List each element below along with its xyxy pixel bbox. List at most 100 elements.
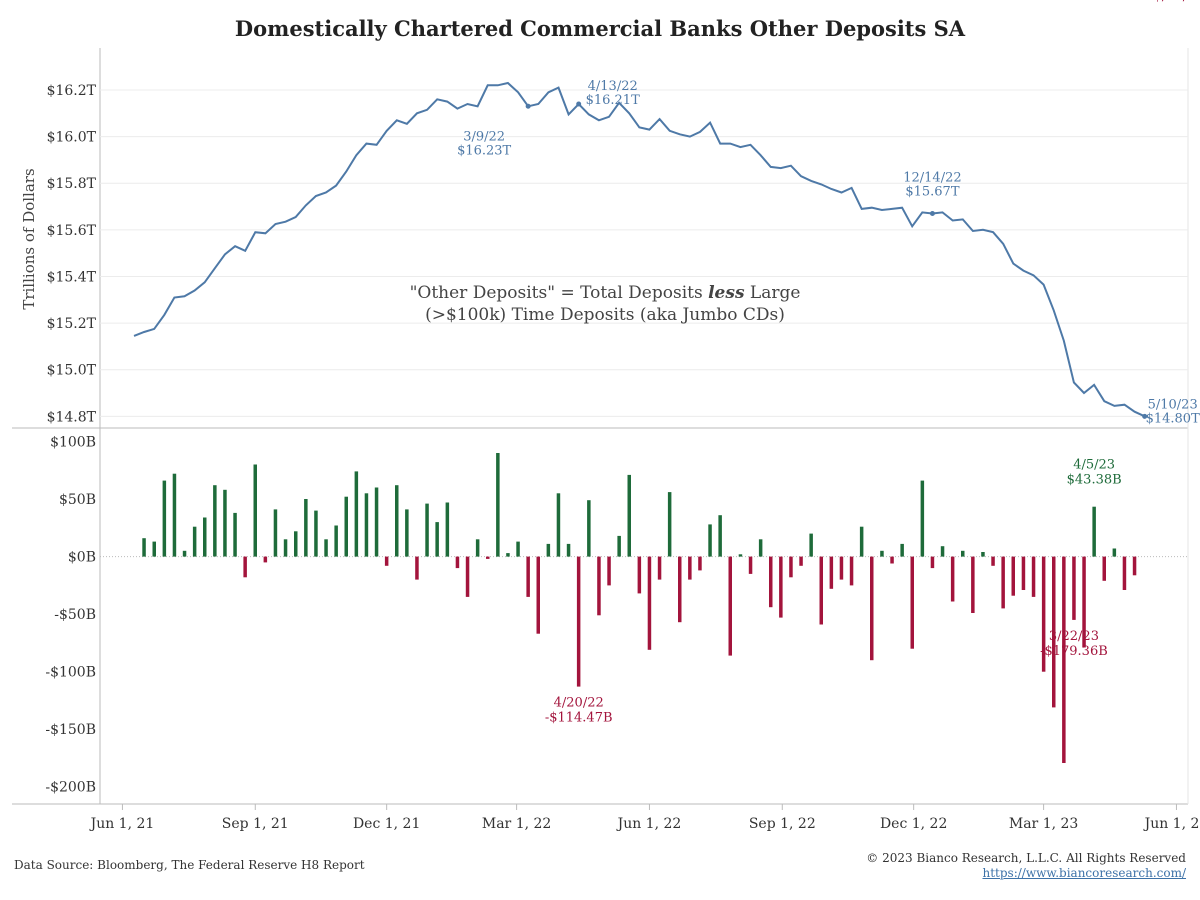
bottom-ytick-label: $50B <box>59 492 96 508</box>
change-bar <box>1132 556 1137 576</box>
bar-annotation-date: 4/20/22 <box>554 696 604 711</box>
change-bar <box>789 556 793 578</box>
line-annotation-value: $15.67T <box>905 185 959 200</box>
note-line1-em: less <box>708 283 745 303</box>
bar-annotation-date: 4/5/23 <box>1073 458 1115 473</box>
line-annotation-date: 3/9/22 <box>463 129 505 144</box>
change-bar <box>890 556 894 564</box>
change-bar <box>1102 556 1106 581</box>
change-bar <box>172 473 177 557</box>
change-bar <box>142 538 146 557</box>
note-line1-post: Large <box>744 283 801 303</box>
change-bar <box>344 496 348 557</box>
change-bar <box>314 510 318 557</box>
change-bar <box>273 509 278 557</box>
change-bar <box>203 517 207 557</box>
change-bar <box>961 550 965 557</box>
change-bar <box>384 556 389 566</box>
note-line2: (>$100k) Time Deposits (aka Jumbo CDs) <box>425 305 785 325</box>
bottom-ytick-label: $0B <box>68 550 96 566</box>
change-bar <box>900 543 904 557</box>
line-annotation-value: $14.80T <box>1146 411 1200 426</box>
change-bar <box>950 556 955 602</box>
change-bar <box>587 500 591 557</box>
change-bar <box>526 556 530 597</box>
change-bar <box>930 556 935 569</box>
change-bar <box>758 539 763 557</box>
bar-annotation-value: $43.38B <box>1067 473 1122 488</box>
line-annotation-date: 5/10/23 <box>1148 397 1198 412</box>
top-ytick-label: $15.6T <box>47 223 97 239</box>
change-bar <box>465 556 470 597</box>
change-bar <box>880 550 884 557</box>
change-bar <box>334 525 338 557</box>
chart-note: "Other Deposits" = Total Deposits less L… <box>405 282 805 326</box>
change-bar <box>829 556 834 589</box>
change-bar <box>294 531 298 557</box>
change-bar <box>627 474 631 557</box>
top-ytick-label: $14.8T <box>47 409 97 425</box>
top-ylabel: Trillions of Dollars <box>20 168 38 309</box>
change-bar <box>597 556 601 616</box>
change-bar <box>425 503 429 557</box>
change-bar <box>809 533 813 557</box>
change-bar <box>728 556 732 656</box>
x-tick-label: Dec 1, 22 <box>880 816 947 832</box>
change-bar <box>748 556 753 574</box>
change-bar <box>1092 506 1096 557</box>
change-bar <box>162 480 167 557</box>
change-bar <box>667 492 672 557</box>
change-bar <box>213 485 217 557</box>
website-link[interactable]: https://www.biancoresearch.com/ <box>982 866 1186 880</box>
line-annotation-value: $16.21T <box>586 93 640 108</box>
line-annotation-point <box>1142 413 1148 419</box>
change-bar <box>506 553 510 557</box>
change-bar <box>698 556 702 571</box>
change-bar <box>283 539 288 557</box>
change-bar <box>839 556 844 580</box>
change-bar <box>486 556 490 559</box>
change-bar <box>678 556 682 623</box>
change-bar <box>870 556 874 661</box>
copyright: © 2023 Bianco Research, L.L.C. All Right… <box>866 851 1186 865</box>
change-bar <box>991 556 995 566</box>
change-bar <box>475 539 480 557</box>
change-bar <box>637 556 642 594</box>
x-tick-label: Mar 1, 22 <box>482 816 551 832</box>
change-bar <box>415 556 419 580</box>
change-bar <box>718 515 722 557</box>
change-bar <box>556 493 561 557</box>
line-annotation-point <box>929 211 935 217</box>
change-bar <box>819 556 823 625</box>
bottom-ytick-label: -$150B <box>45 722 96 738</box>
line-annotation-date: 12/14/22 <box>903 171 961 186</box>
change-bar <box>1062 556 1066 763</box>
change-bar <box>364 493 369 557</box>
bottom-ytick-label: -$50B <box>54 607 96 623</box>
bar-annotation-date: 3/22/23 <box>1049 629 1099 644</box>
change-bar <box>1112 548 1117 557</box>
change-bar <box>920 480 925 557</box>
change-bar <box>981 552 985 557</box>
change-bar <box>607 556 611 586</box>
change-bar <box>496 453 500 557</box>
change-bar <box>617 535 621 557</box>
change-bar <box>1072 556 1076 620</box>
change-bar <box>374 487 379 557</box>
change-bar <box>435 522 439 557</box>
deposits-line <box>133 81 1146 418</box>
x-tick-label: Jun 1, 21 <box>89 816 155 832</box>
change-bar <box>576 556 581 687</box>
bottom-ytick-label: $100B <box>50 435 96 451</box>
change-bar <box>769 556 773 608</box>
change-bar <box>354 471 359 557</box>
change-bar <box>849 556 854 586</box>
top-ytick-label: $15.0T <box>47 363 97 379</box>
change-bar <box>536 556 540 634</box>
chart-title: Domestically Chartered Commercial Banks … <box>234 16 966 41</box>
top-ytick-label: $15.8T <box>47 176 97 192</box>
data-source: Data Source: Bloomberg, The Federal Rese… <box>14 858 365 872</box>
change-bar <box>445 502 450 557</box>
change-bar <box>223 489 227 557</box>
